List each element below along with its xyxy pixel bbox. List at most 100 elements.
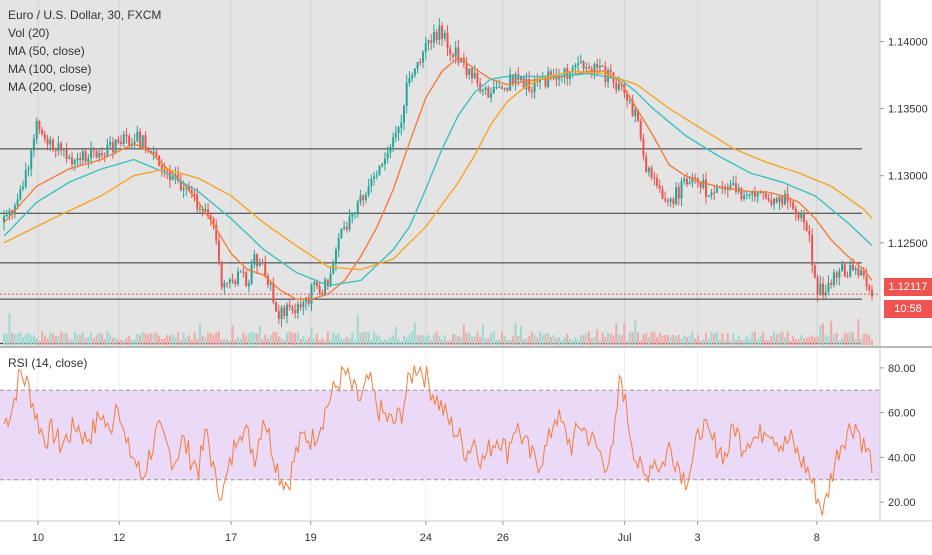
legend-ma-200[interactable]: MA (200, close) <box>8 80 92 94</box>
candle-body <box>783 193 786 205</box>
candle-body <box>247 283 250 287</box>
candle-body <box>577 63 580 66</box>
candle-body <box>340 228 343 238</box>
candle-body <box>650 167 653 178</box>
candle-body <box>718 187 721 189</box>
volume-bar <box>329 339 332 345</box>
volume-bar <box>522 339 525 345</box>
candle-body <box>832 272 835 285</box>
candle-body <box>846 276 849 278</box>
volume-bar <box>851 332 854 345</box>
candle-body <box>871 289 873 297</box>
candle-body <box>95 150 98 158</box>
rsi-axis[interactable]: 80.00 60.00 40.00 20.00 <box>880 363 916 509</box>
candle-body <box>642 138 645 157</box>
time-axis[interactable]: 10 12 17 19 24 26 Jul 3 8 <box>32 521 820 544</box>
candle-body <box>71 157 74 165</box>
candle-body <box>405 82 408 106</box>
volume-bar <box>152 333 155 345</box>
candle-body <box>367 186 370 195</box>
volume-bar <box>381 340 384 345</box>
volume-bar <box>490 333 493 345</box>
candle-body <box>397 127 400 133</box>
candle-body <box>19 188 22 200</box>
legend-ma-100[interactable]: MA (100, close) <box>8 62 92 76</box>
time-tick-label: 26 <box>497 532 509 544</box>
volume-bar <box>601 332 604 345</box>
volume-bar <box>435 331 438 345</box>
volume-bar <box>155 332 158 345</box>
candle-body <box>139 131 142 148</box>
candle-body <box>354 212 357 214</box>
volume-bar <box>571 340 574 345</box>
volume-bar <box>503 335 506 345</box>
volume-bar <box>288 331 291 345</box>
volume-bar <box>95 335 98 345</box>
candle-body <box>422 52 425 63</box>
volume-bar <box>354 340 357 345</box>
candle-body <box>462 57 465 64</box>
price-axis[interactable]: 1.14000 1.13500 1.13000 1.12500 <box>880 37 928 250</box>
candle-body <box>11 210 14 215</box>
volume-bar <box>653 331 656 345</box>
candle-body <box>324 279 327 294</box>
candle-body <box>250 264 253 284</box>
volume-bar <box>609 333 612 345</box>
volume-bar <box>427 334 430 345</box>
volume-bar <box>226 339 229 345</box>
volume-bar <box>841 338 844 345</box>
volume-bar <box>291 333 294 345</box>
candle-body <box>106 144 109 156</box>
volume-bar <box>656 337 659 345</box>
volume-bar <box>549 336 552 345</box>
candle-body <box>822 283 825 296</box>
volume-bar <box>98 332 101 345</box>
candle-body <box>375 175 378 177</box>
volume-bar <box>370 339 373 345</box>
volume-bar <box>813 337 816 345</box>
volume-bar <box>751 332 754 345</box>
volume-bar <box>223 338 226 345</box>
candle-body <box>364 194 367 200</box>
symbol-title[interactable]: Euro / U.S. Dollar, 30, FXCM <box>8 8 162 22</box>
candle-body <box>57 143 60 151</box>
volume-bar <box>340 338 343 345</box>
legend-volume[interactable]: Vol (20) <box>8 26 50 40</box>
candle-body <box>509 74 512 91</box>
volume-bar <box>38 340 41 345</box>
candle-body <box>664 199 667 201</box>
volume-bar <box>558 336 561 345</box>
volume-bar <box>318 340 321 345</box>
legend-ma-50[interactable]: MA (50, close) <box>8 44 85 58</box>
volume-bar <box>68 339 71 345</box>
candle-body <box>231 279 234 281</box>
volume-bar <box>683 335 686 345</box>
volume-bar <box>220 339 223 345</box>
candle-body <box>699 182 702 188</box>
rsi-legend[interactable]: RSI (14, close) <box>8 356 88 370</box>
candle-body <box>688 182 691 185</box>
candle-body <box>38 121 41 130</box>
candle-body <box>337 237 340 250</box>
candle-body <box>359 195 362 202</box>
volume-bar <box>441 339 444 345</box>
volume-bar <box>854 339 857 345</box>
candle-body <box>272 283 275 302</box>
candle-body <box>457 47 460 63</box>
volume-bar <box>386 340 389 345</box>
volume-bar <box>775 334 778 345</box>
volume-bar <box>631 332 634 345</box>
candle-body <box>588 67 591 69</box>
candle-body <box>32 138 35 151</box>
volume-bar <box>84 338 87 345</box>
candle-body <box>24 170 27 187</box>
candle-body <box>617 83 620 90</box>
volume-bar <box>392 335 395 345</box>
candle-body <box>109 142 112 145</box>
candle-body <box>79 158 82 161</box>
volume-bar <box>375 334 378 345</box>
candle-body <box>729 185 732 191</box>
volume-bar <box>715 332 718 345</box>
